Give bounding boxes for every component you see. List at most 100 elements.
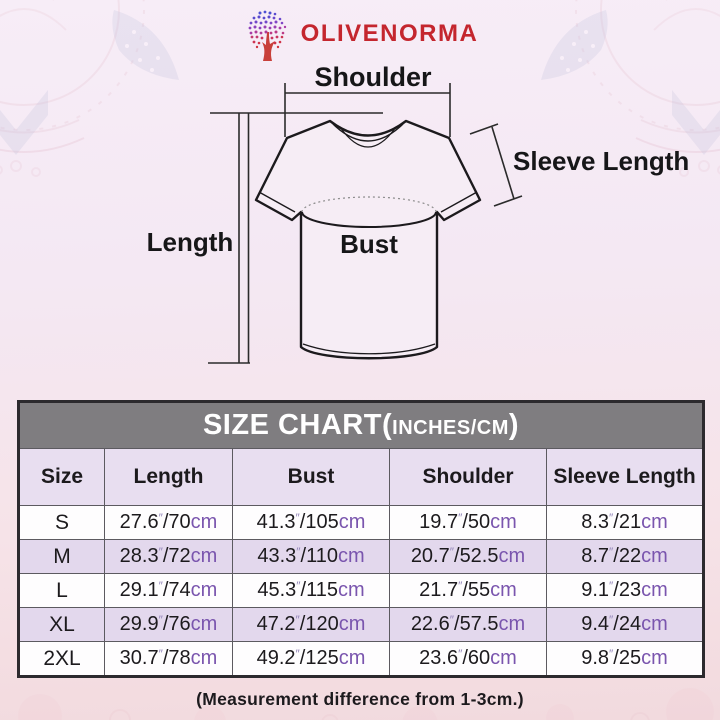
cm-unit: cm: [190, 579, 218, 601]
inches-value: 45.3: [257, 579, 297, 601]
inches-value: 8.7: [581, 545, 610, 567]
inches-value: 9.8: [581, 647, 610, 669]
title-sub: INCHES/CM: [392, 417, 509, 439]
cm-unit: cm: [337, 545, 365, 567]
cm-value: 23: [618, 579, 642, 601]
cm-value: 52.5: [459, 545, 499, 567]
cm-value: 105: [305, 511, 339, 533]
inch-mark: ″: [295, 647, 300, 661]
cm-value: 115: [306, 579, 338, 601]
cm-value: 78: [168, 647, 191, 669]
inches-value: 27.6: [119, 511, 159, 533]
cm-value: 120: [305, 613, 339, 635]
measure-cell: 9.4″/24cm: [545, 607, 705, 642]
inches-value: 41.3: [256, 511, 296, 533]
inch-mark: ″: [158, 579, 163, 593]
cm-unit: cm: [190, 613, 218, 635]
inch-mark: ″: [609, 545, 614, 559]
separator: /: [299, 613, 306, 635]
measure-cell: 19.7″/50cm: [389, 505, 547, 540]
measure-cell: 9.8″/25cm: [545, 641, 705, 677]
measure-cell: 28.3″/72cm: [104, 539, 233, 574]
separator: /: [300, 545, 307, 567]
brand-name: OLIVENORMA: [300, 20, 479, 47]
size-value: L: [18, 573, 105, 608]
measure-cell: 21.7″/55cm: [389, 573, 547, 608]
inches-value: 23.6: [419, 647, 459, 669]
column-header-length: Length: [104, 448, 233, 506]
column-header-size: Size: [18, 448, 105, 506]
separator: /: [162, 545, 169, 567]
measure-cell: 43.3″/110cm: [232, 539, 390, 574]
separator: /: [454, 613, 460, 635]
measure-cell: 29.9″/76cm: [104, 607, 233, 642]
cm-value: 70: [168, 511, 191, 533]
measure-cell: 27.6″/70cm: [104, 505, 233, 540]
table-row-l: L 29.1″/74cm 45.3″/115cm 21.7″/55cm 9.1″…: [18, 573, 705, 608]
inch-mark: ″: [609, 579, 614, 593]
measure-cell: 9.1″/23cm: [545, 573, 705, 608]
measure-cell: 29.1″/74cm: [104, 573, 233, 608]
inch-mark: ″: [296, 545, 301, 559]
inch-mark: ″: [458, 579, 463, 593]
inch-mark: ″: [158, 613, 163, 627]
separator: /: [162, 613, 169, 635]
separator: /: [299, 647, 306, 669]
cm-unit: cm: [338, 647, 366, 669]
inches-value: 20.7: [410, 545, 450, 567]
size-value: XL: [18, 607, 105, 642]
inches-value: 29.9: [119, 613, 159, 635]
cm-unit: cm: [337, 579, 365, 601]
table-row-2xl: 2XL 30.7″/78cm 49.2″/125cm 23.6″/60cm 9.…: [18, 641, 705, 677]
inch-mark: ″: [295, 511, 300, 525]
length-label: Length: [147, 227, 234, 257]
separator: /: [613, 613, 619, 635]
column-header-row: Size Length Bust Shoulder Sleeve Length: [18, 448, 705, 506]
inch-mark: ″: [158, 511, 163, 525]
measure-cell: 23.6″/60cm: [389, 641, 547, 677]
table-row-xl: XL 29.9″/76cm 47.2″/120cm 22.6″/57.5cm 9…: [18, 607, 705, 642]
size-value: S: [18, 505, 105, 540]
inches-value: 21.7: [419, 579, 459, 601]
inches-value: 49.2: [256, 647, 296, 669]
inch-mark: ″: [296, 579, 301, 593]
size-value: M: [18, 539, 105, 574]
inch-mark: ″: [609, 613, 614, 627]
size-chart-table: SIZE CHART(INCHES/CM) Size Length Bust S…: [17, 400, 706, 678]
cm-value: 50: [467, 511, 491, 533]
separator: /: [613, 647, 619, 669]
separator: /: [613, 511, 619, 533]
measure-cell: 47.2″/120cm: [232, 607, 390, 642]
cm-unit: cm: [641, 511, 668, 533]
cm-unit: cm: [641, 613, 668, 635]
measure-cell: 20.7″/52.5cm: [389, 539, 547, 574]
separator: /: [454, 545, 460, 567]
inches-value: 30.7: [119, 647, 159, 669]
cm-value: 22: [618, 545, 642, 567]
tree-of-life-icon: [248, 10, 286, 61]
cm-unit: cm: [641, 579, 668, 601]
measure-cell: 8.7″/22cm: [545, 539, 705, 574]
cm-value: 55: [467, 579, 491, 601]
separator: /: [300, 579, 307, 601]
shoulder-label: Shoulder: [314, 62, 431, 92]
cm-unit: cm: [490, 647, 517, 669]
bust-label: Bust: [340, 229, 398, 259]
cm-unit: cm: [190, 647, 218, 669]
inch-mark: ″: [609, 511, 614, 525]
column-header-shoulder: Shoulder: [389, 448, 547, 506]
inch-mark: ″: [458, 511, 463, 525]
cm-unit: cm: [641, 647, 668, 669]
separator: /: [462, 579, 468, 601]
inches-value: 9.4: [581, 613, 610, 635]
cm-unit: cm: [338, 511, 366, 533]
size-value: 2XL: [18, 641, 105, 677]
separator: /: [613, 579, 619, 601]
column-header-bust: Bust: [232, 448, 390, 506]
measure-cell: 49.2″/125cm: [232, 641, 390, 677]
cm-value: 125: [305, 647, 339, 669]
dimension-lines: [208, 83, 523, 364]
table-row-m: M 28.3″/72cm 43.3″/110cm 20.7″/52.5cm 8.…: [18, 539, 705, 574]
measure-cell: 8.3″/21cm: [545, 505, 705, 540]
title-main: SIZE CHART(: [202, 409, 393, 441]
